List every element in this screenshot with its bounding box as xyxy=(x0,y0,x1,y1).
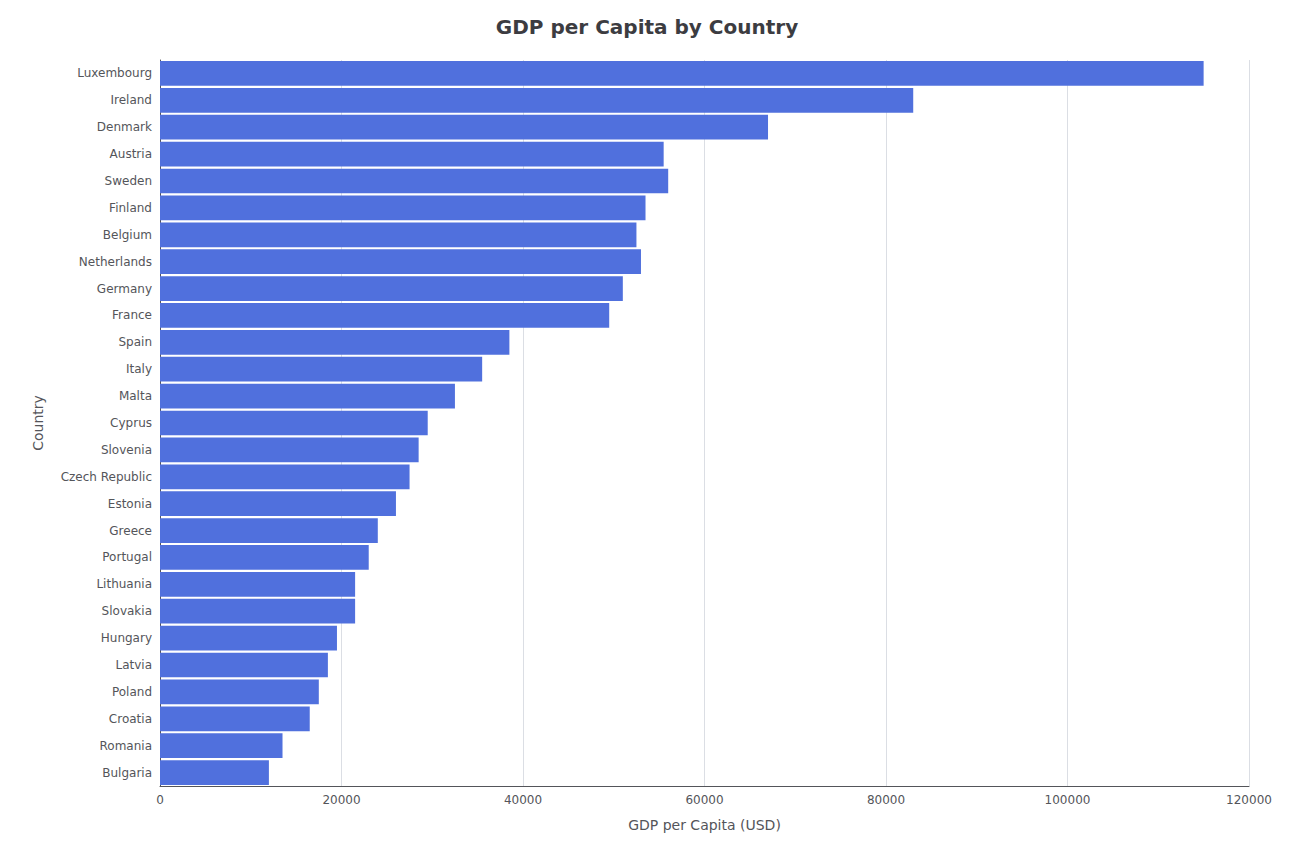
svg-text:Bulgaria: Bulgaria xyxy=(102,766,152,780)
svg-text:Luxembourg: Luxembourg xyxy=(77,66,152,80)
svg-text:Romania: Romania xyxy=(100,739,152,753)
svg-text:Lithuania: Lithuania xyxy=(96,577,152,591)
svg-text:Slovakia: Slovakia xyxy=(102,604,152,618)
svg-text:Austria: Austria xyxy=(110,147,152,161)
svg-text:20000: 20000 xyxy=(322,793,360,807)
svg-text:Hungary: Hungary xyxy=(101,631,152,645)
svg-text:Spain: Spain xyxy=(118,335,152,349)
svg-text:Belgium: Belgium xyxy=(103,228,152,242)
svg-text:Italy: Italy xyxy=(126,362,152,376)
svg-text:Estonia: Estonia xyxy=(108,497,152,511)
svg-text:Denmark: Denmark xyxy=(97,120,152,134)
svg-text:Finland: Finland xyxy=(109,201,152,215)
svg-text:Germany: Germany xyxy=(97,282,152,296)
svg-text:60000: 60000 xyxy=(685,793,723,807)
svg-text:Cyprus: Cyprus xyxy=(110,416,152,430)
svg-text:Poland: Poland xyxy=(112,685,152,699)
svg-text:Greece: Greece xyxy=(109,524,152,538)
svg-text:Country: Country xyxy=(30,395,46,451)
svg-text:Latvia: Latvia xyxy=(115,658,152,672)
svg-text:Sweden: Sweden xyxy=(105,174,152,188)
svg-text:Malta: Malta xyxy=(119,389,152,403)
svg-text:GDP per Capita by Country: GDP per Capita by Country xyxy=(496,15,798,39)
svg-text:Portugal: Portugal xyxy=(102,550,152,564)
svg-text:40000: 40000 xyxy=(504,793,542,807)
svg-text:GDP per Capita (USD): GDP per Capita (USD) xyxy=(628,817,781,833)
svg-text:Netherlands: Netherlands xyxy=(79,255,152,269)
svg-text:France: France xyxy=(112,308,152,322)
svg-text:80000: 80000 xyxy=(867,793,905,807)
svg-text:Croatia: Croatia xyxy=(109,712,152,726)
svg-text:Ireland: Ireland xyxy=(110,93,152,107)
svg-text:0: 0 xyxy=(156,793,164,807)
svg-text:100000: 100000 xyxy=(1045,793,1091,807)
svg-text:Slovenia: Slovenia xyxy=(101,443,152,457)
svg-text:120000: 120000 xyxy=(1226,793,1272,807)
svg-text:Czech Republic: Czech Republic xyxy=(61,470,152,484)
